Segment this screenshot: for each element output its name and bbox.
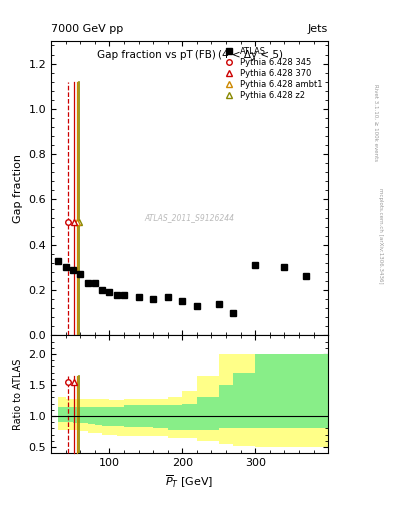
ATLAS: [56, 258, 61, 264]
ATLAS: [92, 280, 97, 286]
ATLAS: [136, 294, 141, 300]
Text: Jets: Jets: [308, 24, 328, 34]
ATLAS: [114, 291, 119, 297]
ATLAS: [151, 296, 156, 302]
ATLAS: [63, 264, 68, 270]
ATLAS: [217, 301, 221, 307]
Text: Rivet 3.1.10, ≥ 100k events: Rivet 3.1.10, ≥ 100k events: [373, 84, 378, 161]
ATLAS: [100, 287, 105, 293]
ATLAS: [253, 262, 257, 268]
ATLAS: [122, 291, 127, 297]
Legend: ATLAS, Pythia 6.428 345, Pythia 6.428 370, Pythia 6.428 ambt1, Pythia 6.428 z2: ATLAS, Pythia 6.428 345, Pythia 6.428 37…: [220, 45, 324, 102]
Y-axis label: Gap fraction: Gap fraction: [13, 154, 23, 223]
ATLAS: [282, 264, 287, 270]
Text: ATLAS_2011_S9126244: ATLAS_2011_S9126244: [145, 213, 235, 222]
ATLAS: [71, 267, 75, 273]
ATLAS: [165, 294, 170, 300]
ATLAS: [180, 298, 185, 305]
ATLAS: [78, 271, 83, 278]
ATLAS: [304, 273, 309, 280]
Text: 7000 GeV pp: 7000 GeV pp: [51, 24, 123, 34]
Y-axis label: Ratio to ATLAS: Ratio to ATLAS: [13, 358, 23, 430]
Text: mcplots.cern.ch [arXiv:1306.3436]: mcplots.cern.ch [arXiv:1306.3436]: [378, 188, 383, 283]
Line: ATLAS: ATLAS: [55, 258, 309, 315]
ATLAS: [231, 310, 236, 316]
ATLAS: [107, 289, 112, 295]
ATLAS: [195, 303, 199, 309]
Text: Gap fraction vs pT (FB) (4 < Δy < 5): Gap fraction vs pT (FB) (4 < Δy < 5): [97, 50, 283, 60]
X-axis label: $\overline{P}_T$ [GeV]: $\overline{P}_T$ [GeV]: [165, 474, 214, 490]
ATLAS: [85, 280, 90, 286]
